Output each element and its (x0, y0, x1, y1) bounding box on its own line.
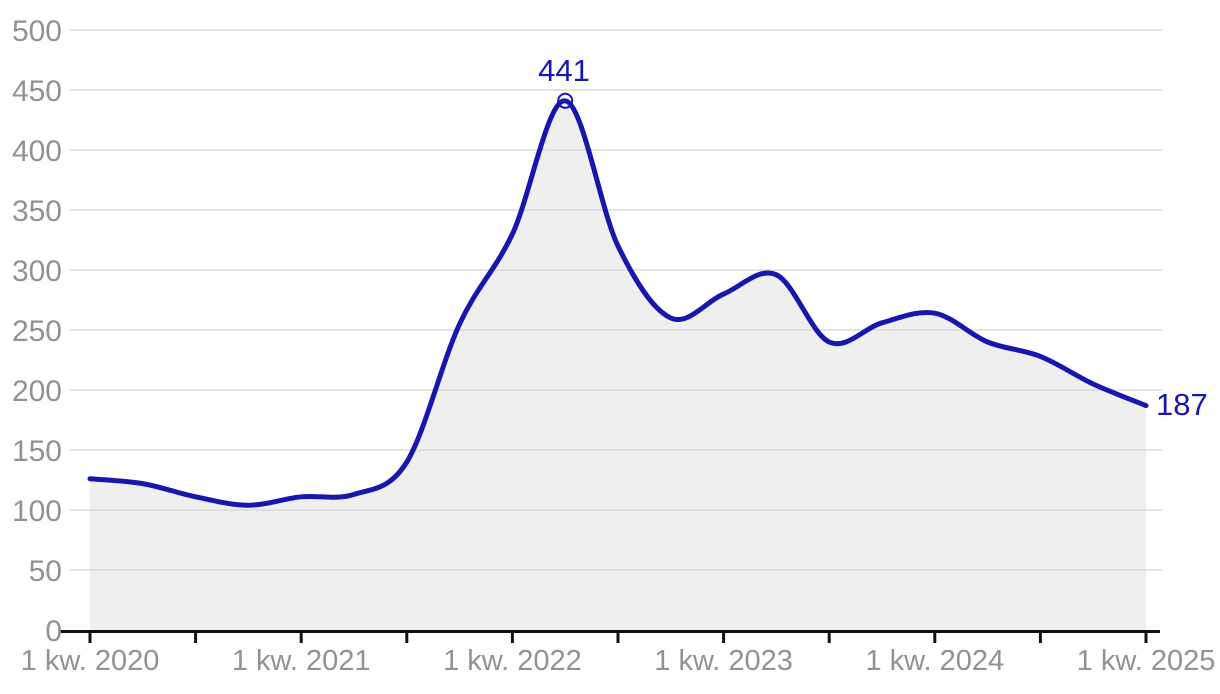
y-axis-tick-label: 450 (12, 75, 62, 108)
peak-marker (557, 92, 574, 109)
y-axis-tick-label: 300 (12, 255, 62, 288)
y-axis-tick-label: 150 (12, 435, 62, 468)
y-axis-tick-label: 500 (12, 15, 62, 48)
x-axis-tick-label: 1 kw. 2020 (21, 645, 160, 677)
x-axis-tick-label: 1 kw. 2023 (654, 645, 793, 677)
series-area (90, 100, 1146, 630)
y-axis-tick-label: 50 (29, 555, 62, 588)
y-axis-tick-label: 0 (45, 615, 62, 648)
x-axis-tick-label: 1 kw. 2024 (865, 645, 1004, 677)
y-axis-tick-label: 200 (12, 375, 62, 408)
y-axis-tick-label: 400 (12, 135, 62, 168)
y-axis-tick-label: 250 (12, 315, 62, 348)
x-axis-tick-label: 1 kw. 2021 (232, 645, 371, 677)
series-line (87, 98, 1149, 508)
x-axis-tick-label: 1 kw. 2025 (1077, 645, 1216, 677)
y-axis-tick-label: 350 (12, 195, 62, 228)
latest-value-label: 187 (1156, 387, 1208, 422)
x-axis-tick-label: 1 kw. 2022 (443, 645, 582, 677)
peak-value-label: 441 (538, 53, 590, 88)
y-axis-tick-label: 100 (12, 495, 62, 528)
